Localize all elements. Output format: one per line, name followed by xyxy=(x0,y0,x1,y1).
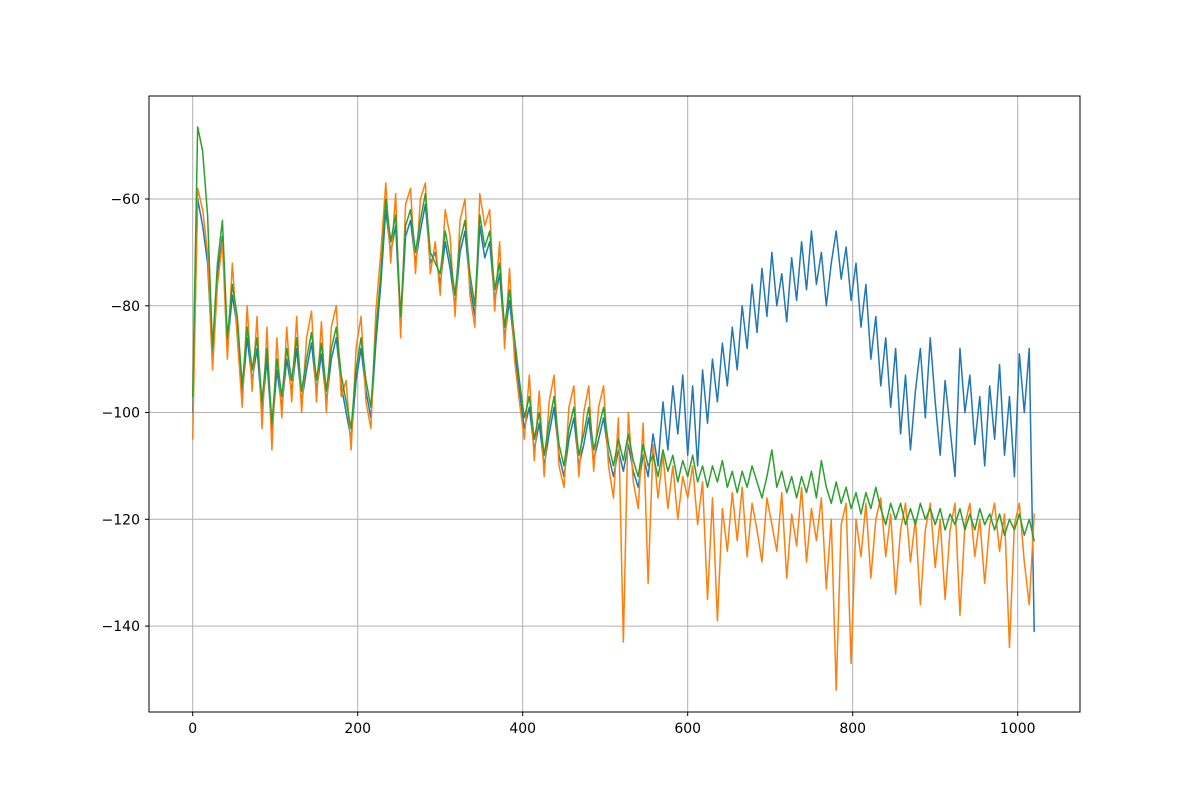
plot-area xyxy=(149,96,1080,712)
series-1-line xyxy=(191,182,1035,691)
axes-frame xyxy=(148,95,1081,713)
x-tick-label: 800 xyxy=(839,721,866,737)
series-0-line xyxy=(191,198,1035,633)
x-tick-label: 600 xyxy=(674,721,701,737)
y-tick-label: −140 xyxy=(102,619,140,635)
y-tick-label: −60 xyxy=(110,192,140,208)
series-2-line xyxy=(191,126,1035,542)
y-tick-label: −80 xyxy=(110,299,140,315)
y-tick-label: −100 xyxy=(102,406,140,422)
x-tick-label: 1000 xyxy=(1000,721,1036,737)
x-tick-label: 400 xyxy=(509,721,536,737)
x-tick-label: 0 xyxy=(188,721,197,737)
y-tick-label: −120 xyxy=(102,512,140,528)
x-tick-label: 200 xyxy=(344,721,371,737)
